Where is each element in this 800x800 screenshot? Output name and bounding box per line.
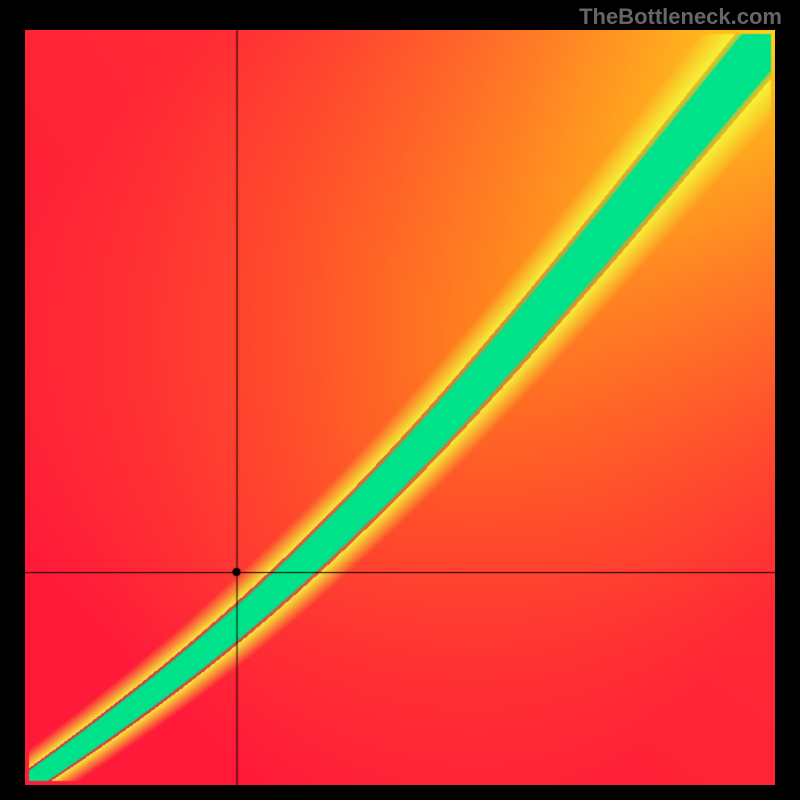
bottleneck-heatmap (25, 30, 775, 785)
watermark-text: TheBottleneck.com (579, 4, 782, 30)
chart-container: TheBottleneck.com (0, 0, 800, 800)
